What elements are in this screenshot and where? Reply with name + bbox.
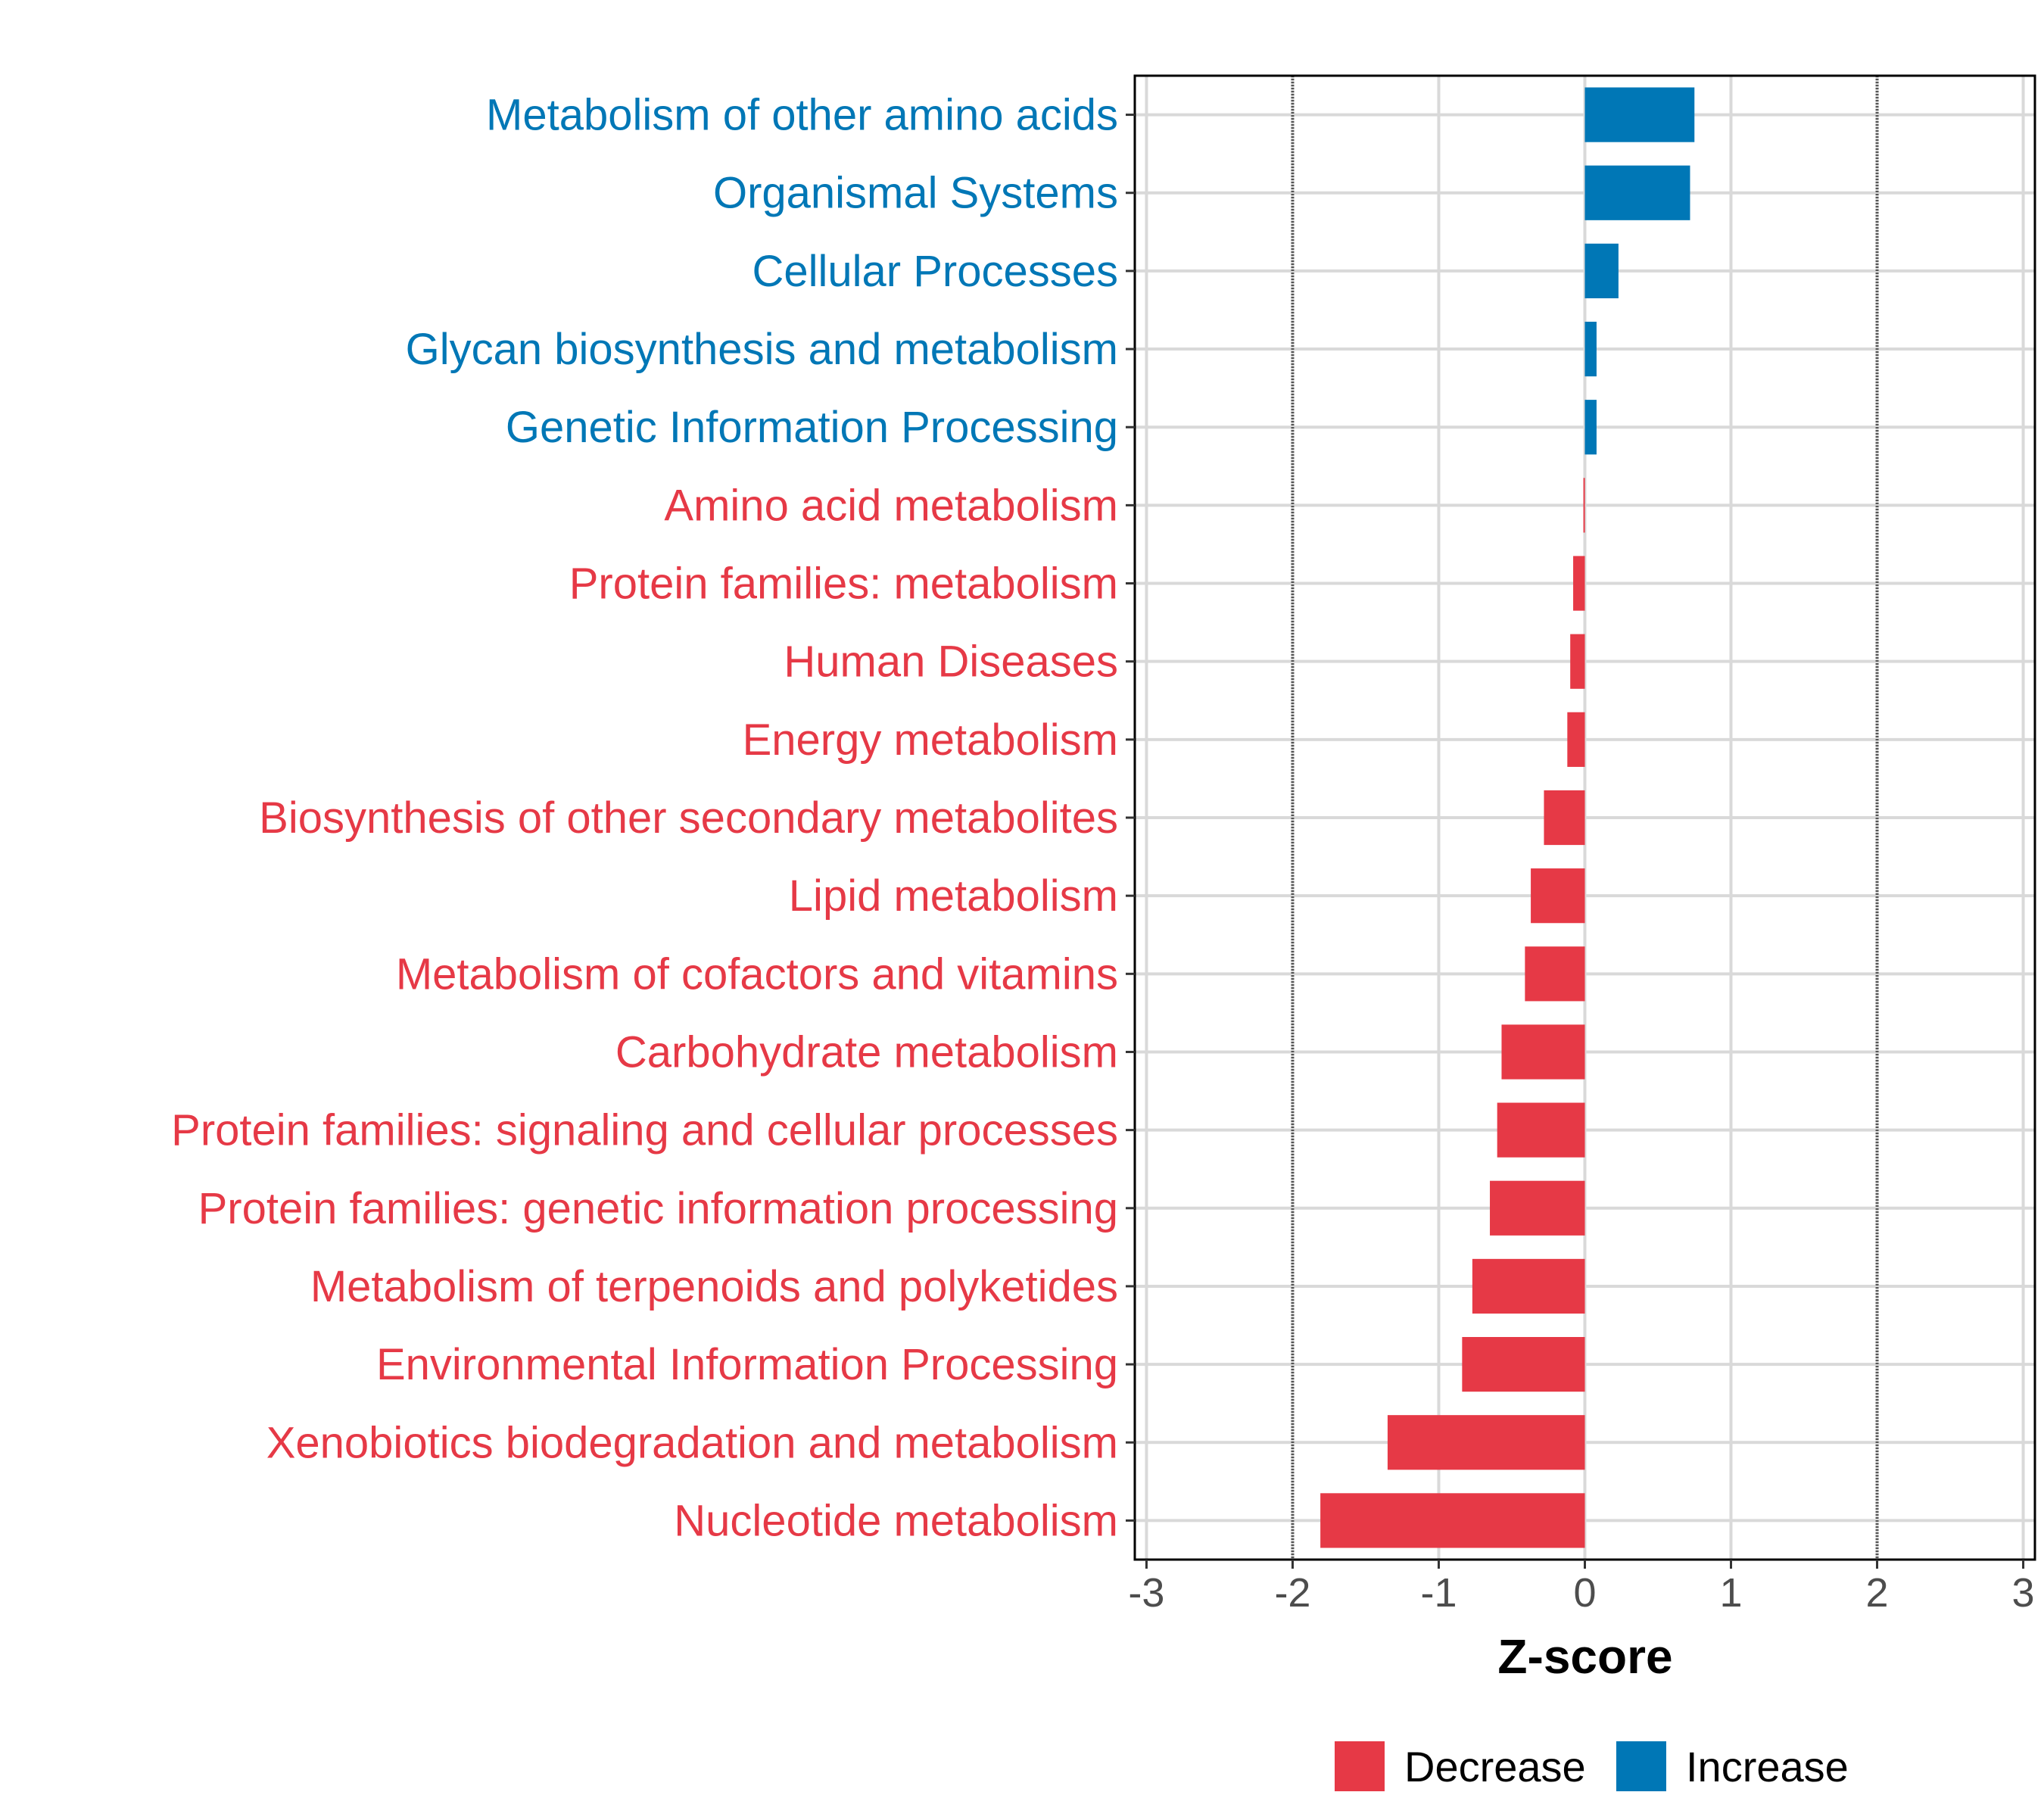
y-tick-label: Cellular Processes <box>752 247 1118 296</box>
bar <box>1584 165 1690 220</box>
bar <box>1387 1415 1585 1470</box>
x-tick-label: -2 <box>1274 1570 1310 1616</box>
bar <box>1573 556 1585 611</box>
bar <box>1584 243 1619 298</box>
y-tick-label: Amino acid metabolism <box>664 481 1118 530</box>
y-tick-label: Protein families: signaling and cellular… <box>171 1106 1118 1155</box>
y-tick-label: Lipid metabolism <box>789 871 1118 921</box>
y-tick-label: Glycan biosynthesis and metabolism <box>406 325 1118 374</box>
y-tick-label: Nucleotide metabolism <box>674 1496 1118 1545</box>
bar <box>1570 634 1585 689</box>
legend-label: Increase <box>1686 1743 1849 1791</box>
legend-swatch <box>1335 1741 1385 1791</box>
bar <box>1584 87 1695 142</box>
bar <box>1584 321 1597 377</box>
y-tick-label: Energy metabolism <box>743 715 1118 765</box>
bars <box>1320 87 1695 1548</box>
bar <box>1472 1258 1585 1314</box>
x-tick-label: 3 <box>2012 1570 2035 1616</box>
y-tick-label: Organismal Systems <box>713 169 1118 218</box>
y-tick-label: Protein families: metabolism <box>569 559 1118 609</box>
bar <box>1567 712 1585 767</box>
y-tick-label: Environmental Information Processing <box>376 1340 1118 1389</box>
y-tick-label: Metabolism of cofactors and vitamins <box>396 949 1118 999</box>
bar <box>1320 1493 1585 1548</box>
legend-label: Decrease <box>1404 1743 1586 1791</box>
bar <box>1531 868 1585 924</box>
y-tick-label: Carbohydrate metabolism <box>615 1027 1118 1077</box>
bar <box>1544 790 1585 846</box>
x-tick-label: 0 <box>1573 1570 1596 1616</box>
bar <box>1497 1102 1585 1158</box>
bar <box>1525 946 1585 1002</box>
x-tick-label: -1 <box>1420 1570 1457 1616</box>
legend: Decrease Increase <box>1335 1741 1849 1791</box>
y-tick-label: Genetic Information Processing <box>506 403 1118 452</box>
bar <box>1583 478 1585 533</box>
x-tick-label: -3 <box>1128 1570 1164 1616</box>
y-tick-label: Xenobiotics biodegradation and metabolis… <box>266 1418 1118 1467</box>
bar <box>1501 1024 1585 1080</box>
y-axis-labels: Metabolism of other amino acids Organisma… <box>171 91 1135 1545</box>
x-tick-label: 2 <box>1866 1570 1889 1616</box>
y-tick-label: Biosynthesis of other secondary metaboli… <box>259 793 1118 843</box>
x-tick-label: 1 <box>1719 1570 1742 1616</box>
x-axis-title: Z-score <box>1497 1629 1672 1684</box>
y-tick-label: Metabolism of other amino acids <box>486 91 1118 140</box>
bar <box>1462 1337 1585 1392</box>
x-axis-ticks: -3 -2 -1 0 1 2 3 <box>1128 1560 2035 1616</box>
y-tick-label: Metabolism of terpenoids and polyketides <box>310 1262 1118 1311</box>
bar <box>1490 1180 1585 1236</box>
y-tick-label: Human Diseases <box>784 637 1118 687</box>
bar <box>1584 400 1597 455</box>
y-tick-label: Protein families: genetic information pr… <box>198 1184 1118 1233</box>
legend-swatch <box>1616 1741 1666 1791</box>
